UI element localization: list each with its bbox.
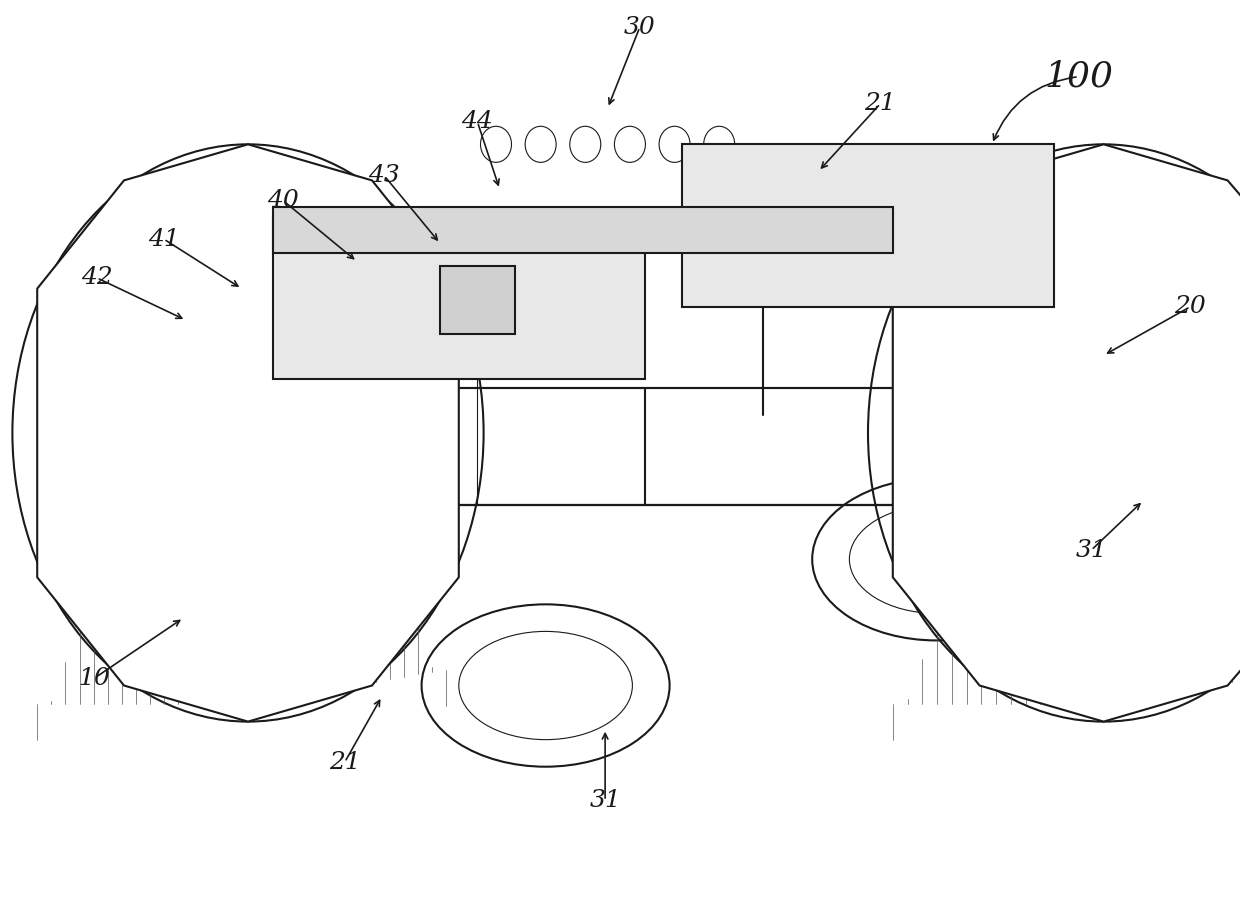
Text: 21: 21	[329, 750, 361, 774]
Text: 31: 31	[1075, 538, 1107, 562]
Text: 41: 41	[148, 227, 180, 251]
Text: 30: 30	[624, 15, 656, 39]
Text: 21: 21	[864, 92, 897, 115]
Polygon shape	[440, 266, 515, 334]
Text: 10: 10	[78, 667, 110, 690]
Text: 42: 42	[81, 266, 113, 290]
Text: 20: 20	[1174, 295, 1207, 318]
Text: 100: 100	[1044, 60, 1114, 94]
Polygon shape	[124, 420, 341, 597]
Polygon shape	[273, 216, 645, 379]
Polygon shape	[273, 207, 893, 253]
Text: 40: 40	[267, 189, 299, 212]
Polygon shape	[37, 144, 459, 722]
Polygon shape	[682, 144, 1054, 307]
Text: 43: 43	[368, 164, 401, 188]
Text: 44: 44	[461, 110, 494, 133]
Text: 31: 31	[589, 789, 621, 813]
Polygon shape	[893, 144, 1240, 722]
